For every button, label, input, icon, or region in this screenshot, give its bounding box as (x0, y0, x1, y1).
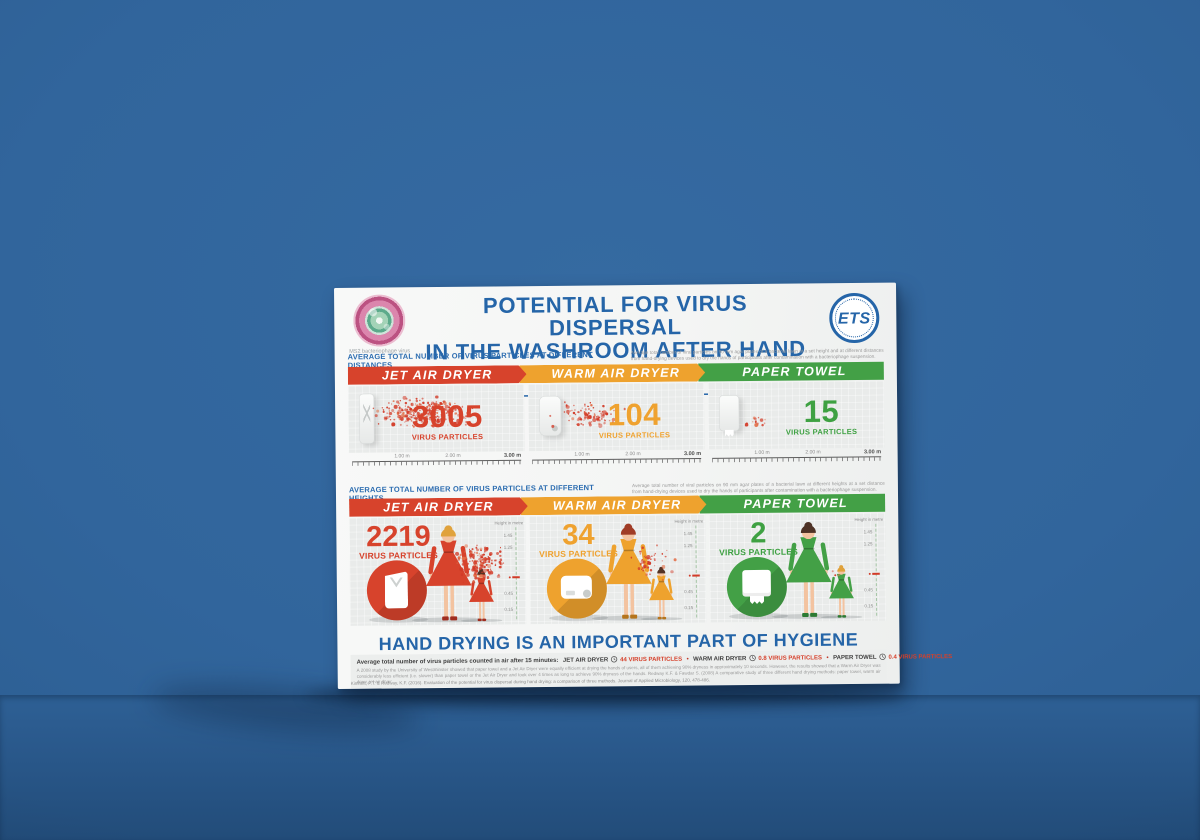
virus-count: 2219 VIRUS PARTICLES (359, 519, 439, 561)
poster-floor-shadow (305, 684, 905, 706)
clock-icon (749, 654, 756, 662)
band-paper-towel: PAPER TOWEL (699, 493, 886, 514)
virus-count: 104 VIRUS PARTICLES (598, 397, 671, 440)
band-jet-air-dryer: JET AIR DRYER (348, 365, 527, 385)
distance-panels: 3005 VIRUS PARTICLES 1.00 m 2.00 m 3.00 … (347, 380, 885, 469)
distance-panel-warm: 104 VIRUS PARTICLES 1.00 m 2.00 m 3.00 m (527, 382, 705, 467)
distance-ruler: 1.00 m 2.00 m 3.00 m (709, 448, 885, 466)
virus-count: 3005 VIRUS PARTICLES (411, 398, 484, 442)
distance-ruler: 1.00 m 2.00 m 3.00 m (349, 451, 525, 469)
air-count-paper: PAPER TOWEL 0.4 VIRUS PARTICLES (833, 652, 953, 661)
section-distances-description: Average total number of viral particles … (630, 347, 884, 362)
virus-count: 2 VIRUS PARTICLES (719, 516, 799, 558)
air-count-warm: WARM AIR DRYER 0.8 VIRUS PARTICLES (693, 653, 822, 663)
ms2-virus-image (353, 294, 406, 347)
virus-count: 15 VIRUS PARTICLES (785, 394, 858, 437)
band-warm-air-dryer: WARM AIR DRYER (519, 363, 705, 383)
air-counts-row: Average total number of virus particles … (356, 652, 953, 666)
band-jet-air-dryer: JET AIR DRYER (349, 497, 528, 517)
height-panel-paper: 2 VIRUS PARTICLES Height in metre 1.45 1.… (709, 512, 887, 623)
air-count-jet: JET AIR DRYER 44 VIRUS PARTICLES (562, 655, 683, 664)
clock-icon (879, 653, 886, 660)
virus-count: 34 VIRUS PARTICLES (539, 518, 619, 560)
ets-logo: ETS (829, 292, 880, 344)
distance-panel-jet: 3005 VIRUS PARTICLES 1.00 m 2.00 m 3.00 … (347, 384, 525, 469)
distance-panel-paper: 15 VIRUS PARTICLES 1.00 m 2.00 m 3.00 m (707, 380, 885, 466)
floor (0, 695, 1200, 840)
clock-icon (610, 656, 618, 663)
footer-band: Average total number of virus particles … (350, 649, 953, 689)
height-panels: 2219 VIRUS PARTICLES Height in metre 1.4… (349, 512, 887, 626)
virus-badge: MS2 bacteriophage virus (348, 294, 411, 354)
band-paper-towel: PAPER TOWEL (698, 361, 884, 382)
band-warm-air-dryer: WARM AIR DRYER (521, 495, 707, 515)
infographic-poster: MS2 bacteriophage virus POTENTIAL FOR VI… (334, 282, 953, 689)
height-panel-warm: 34 VIRUS PARTICLES Height in metre 1.45 1… (529, 514, 707, 625)
distance-ruler: 1.00 m 2.00 m 3.00 m (529, 449, 705, 467)
height-panel-jet: 2219 VIRUS PARTICLES Height in metre 1.4… (349, 516, 527, 626)
